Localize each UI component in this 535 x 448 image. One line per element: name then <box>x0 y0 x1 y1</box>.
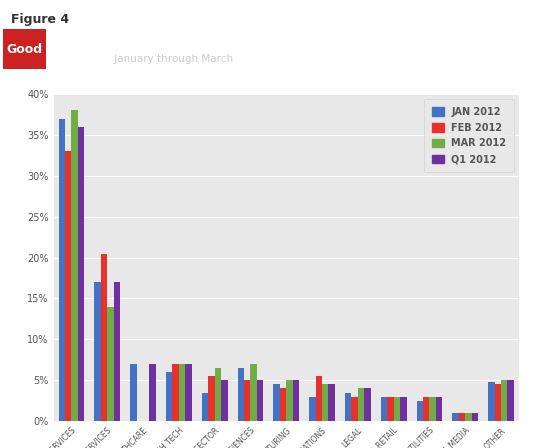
Bar <box>244 380 250 421</box>
Bar <box>113 282 120 421</box>
Bar <box>358 388 364 421</box>
Bar <box>472 413 478 421</box>
Bar <box>494 384 501 421</box>
Bar <box>351 396 358 421</box>
Bar <box>130 364 136 421</box>
Bar <box>257 380 263 421</box>
Bar <box>238 368 244 421</box>
Bar <box>381 396 387 421</box>
Bar <box>172 364 179 421</box>
Bar <box>364 388 371 421</box>
Bar <box>215 368 221 421</box>
Text: Net Activations By Industry: Net Activations By Industry <box>56 33 262 46</box>
Bar <box>280 388 286 421</box>
Text: Q1 2012:: Q1 2012: <box>56 54 109 64</box>
Text: Good: Good <box>7 43 43 56</box>
Text: January through March: January through March <box>111 54 233 64</box>
Bar <box>293 380 299 421</box>
Text: Figure 4: Figure 4 <box>11 13 69 26</box>
Bar <box>286 380 293 421</box>
Bar <box>166 372 172 421</box>
Bar <box>107 306 113 421</box>
Bar <box>345 392 351 421</box>
Bar <box>179 364 185 421</box>
Bar <box>94 282 101 421</box>
Bar <box>221 380 227 421</box>
Legend: JAN 2012, FEB 2012, MAR 2012, Q1 2012: JAN 2012, FEB 2012, MAR 2012, Q1 2012 <box>424 99 514 172</box>
Bar <box>316 376 322 421</box>
Bar <box>58 119 65 421</box>
Bar <box>208 376 215 421</box>
Bar <box>417 401 423 421</box>
Bar <box>423 396 430 421</box>
Bar <box>465 413 472 421</box>
Bar <box>453 413 459 421</box>
Bar <box>430 396 436 421</box>
Bar <box>394 396 400 421</box>
Bar <box>202 392 208 421</box>
Bar <box>436 396 442 421</box>
Bar <box>185 364 192 421</box>
Bar <box>149 364 156 421</box>
Bar <box>488 382 494 421</box>
Bar <box>400 396 407 421</box>
Bar <box>250 364 257 421</box>
Bar <box>101 254 107 421</box>
Bar <box>71 110 78 421</box>
Bar <box>328 384 335 421</box>
Bar <box>65 151 71 421</box>
Bar <box>309 396 316 421</box>
Bar <box>459 413 465 421</box>
Bar <box>322 384 328 421</box>
Bar <box>501 380 508 421</box>
Bar <box>273 384 280 421</box>
Bar <box>508 380 514 421</box>
FancyBboxPatch shape <box>3 29 47 69</box>
Bar <box>387 396 394 421</box>
Bar <box>78 127 85 421</box>
